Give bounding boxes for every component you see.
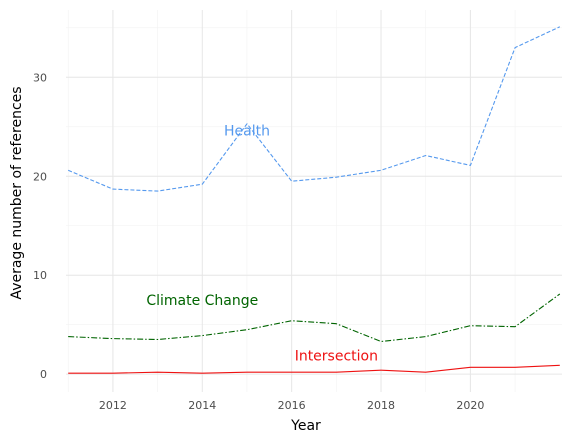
series-lines <box>67 26 561 374</box>
series-label-health: Health <box>224 124 270 140</box>
x-tick-label: 2016 <box>278 399 306 412</box>
series-line-health <box>67 26 561 192</box>
grid-lines <box>66 10 562 392</box>
series-line-climate-change <box>68 293 561 343</box>
y-tick-label: 30 <box>33 71 47 84</box>
y-axis-ticks: 0 10 20 30 <box>33 71 47 381</box>
x-axis-ticks: 2012 2014 2016 2018 2020 <box>99 399 484 412</box>
series-labels: Health Climate Change Intersection <box>146 124 378 365</box>
x-axis-title: Year <box>290 418 321 434</box>
x-tick-label: 2012 <box>99 399 127 412</box>
x-tick-label: 2020 <box>456 399 484 412</box>
series-label-climate-change: Climate Change <box>146 293 258 309</box>
y-tick-label: 0 <box>40 368 47 381</box>
x-tick-label: 2018 <box>367 399 395 412</box>
y-axis-title: Average number of references <box>9 86 25 299</box>
y-tick-label: 20 <box>33 170 47 183</box>
series-line-intersection <box>68 364 560 374</box>
y-tick-label: 10 <box>33 269 47 282</box>
x-tick-label: 2014 <box>188 399 216 412</box>
series-label-intersection: Intersection <box>295 348 378 364</box>
